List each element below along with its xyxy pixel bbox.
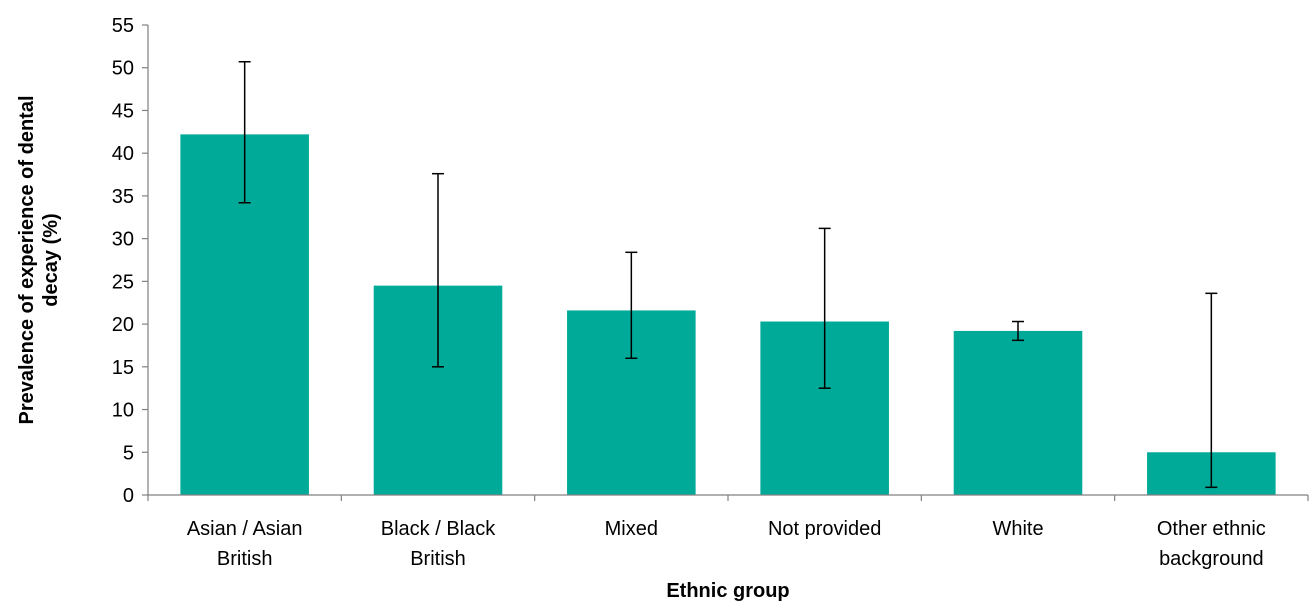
x-category-label: Black / Black: [381, 518, 496, 540]
y-tick-label: 5: [123, 442, 134, 464]
x-category-label: Mixed: [605, 518, 658, 540]
x-category-label: background: [1159, 548, 1264, 570]
x-category-label: Other ethnic: [1157, 518, 1266, 540]
axes: [147, 25, 1309, 501]
y-tick-label: 0: [123, 485, 134, 507]
bars: [180, 134, 1276, 495]
error-bars: [238, 60, 1218, 489]
y-axis-ticks: 0 5 10 15 20 25 30 35 40 45 50 55: [112, 15, 148, 507]
y-tick-label: 45: [112, 100, 134, 122]
y-tick-label: 55: [112, 15, 134, 37]
bar: [953, 330, 1083, 495]
x-category-label: Asian / Asian: [187, 518, 303, 540]
x-category-label: White: [992, 518, 1043, 540]
y-tick-label: 15: [112, 357, 134, 379]
y-axis-title-line: Prevalence of experience of dental: [16, 95, 38, 424]
y-tick-label: 20: [112, 314, 134, 336]
y-tick-label: 35: [112, 186, 134, 208]
x-category-label: British: [217, 548, 273, 570]
y-axis-title: Prevalence of experience of dental decay …: [16, 95, 62, 424]
x-category-label: British: [410, 548, 466, 570]
y-tick-label: 10: [112, 400, 134, 422]
y-tick-label: 25: [112, 271, 134, 293]
category-labels: Asian / Asian British Black / Black British…: [187, 518, 1266, 570]
y-tick-label: 50: [112, 58, 134, 80]
x-category-label: Not provided: [768, 518, 881, 540]
y-tick-label: 30: [112, 229, 134, 251]
y-axis-title-line: decay (%): [40, 213, 62, 306]
x-axis-title: Ethnic group: [666, 580, 789, 602]
y-tick-label: 40: [112, 143, 134, 165]
